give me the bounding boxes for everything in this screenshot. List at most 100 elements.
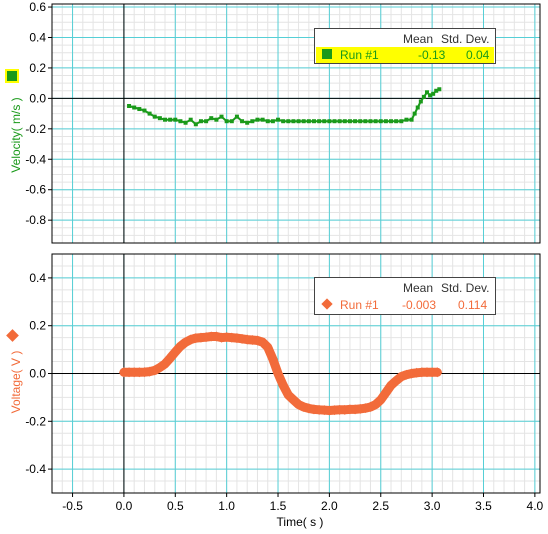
legend-row-run1[interactable]: Run #1 -0.003 0.114 <box>316 297 494 313</box>
legend-mean-header: Mean <box>403 281 434 295</box>
data-point <box>296 119 301 124</box>
y-tick-label: 0.2 <box>29 61 46 75</box>
y-tick-label: 0.0 <box>29 367 46 381</box>
data-point <box>383 119 388 124</box>
data-point <box>273 368 284 379</box>
data-point <box>291 119 296 124</box>
data-point <box>416 367 427 378</box>
data-point <box>276 117 281 122</box>
velocity-plot: 0.6 0.4 0.2 0.0 -0.2 -0.4 -0.6 -0.8 <box>25 0 541 244</box>
data-point <box>368 119 373 124</box>
data-point <box>234 114 239 119</box>
data-point <box>168 117 173 122</box>
data-point <box>198 119 203 124</box>
data-point <box>286 119 291 124</box>
data-point <box>337 119 342 124</box>
data-point <box>204 119 209 124</box>
data-point <box>421 367 432 378</box>
data-point <box>270 119 275 124</box>
data-point <box>129 367 140 378</box>
data-point <box>214 117 219 122</box>
y-tick-label: 0.6 <box>29 0 46 14</box>
y-tick-label: 0.4 <box>29 271 46 285</box>
y-tick-label: 0.2 <box>29 319 46 333</box>
data-point <box>380 387 391 398</box>
data-point <box>334 404 345 415</box>
data-point <box>344 404 355 415</box>
data-point <box>224 119 229 124</box>
velocity-axis-marker-icon[interactable] <box>5 69 19 83</box>
data-point <box>137 107 142 112</box>
data-point <box>240 119 245 124</box>
data-point <box>389 119 394 124</box>
data-point <box>124 367 135 378</box>
legend-series-stddev: 0.04 <box>466 48 490 62</box>
data-point <box>247 335 258 346</box>
data-point <box>229 119 234 124</box>
y-tick-label: -0.4 <box>25 152 46 166</box>
x-tick-label: 2.5 <box>372 499 389 513</box>
x-tick-label: 2.0 <box>321 499 338 513</box>
data-point <box>178 119 183 124</box>
data-point <box>378 119 383 124</box>
legend-mean-header: Mean <box>403 32 434 46</box>
y-tick-label: -0.6 <box>25 183 46 197</box>
data-point <box>375 394 386 405</box>
data-point <box>434 88 439 93</box>
legend-row-run1[interactable]: Run #1 -0.13 0.04 <box>316 47 494 63</box>
data-point <box>373 119 378 124</box>
data-point <box>278 380 289 391</box>
y-tick-label: -0.2 <box>25 122 46 136</box>
data-point <box>267 354 278 365</box>
data-point <box>404 117 409 122</box>
data-point <box>301 119 306 124</box>
data-point <box>209 116 214 121</box>
data-point <box>250 119 255 124</box>
y-tick-label: 0.4 <box>29 30 46 44</box>
data-point <box>399 119 404 124</box>
x-tick-label: 0.5 <box>167 499 184 513</box>
data-point <box>157 116 162 121</box>
data-point <box>206 331 217 342</box>
y-tick-label: -0.4 <box>25 462 46 476</box>
data-point <box>127 103 132 108</box>
data-point <box>347 119 352 124</box>
data-point <box>188 117 193 122</box>
velocity-y-axis-label[interactable]: Velocity( m/s ) <box>9 97 23 173</box>
data-point <box>147 111 152 116</box>
legend-series-name: Run #1 <box>340 48 379 62</box>
data-point <box>245 120 250 125</box>
data-point <box>432 367 443 378</box>
data-point <box>255 117 260 122</box>
legend-square-marker <box>322 49 332 59</box>
data-point <box>418 99 423 104</box>
data-point <box>142 108 147 113</box>
data-point <box>118 367 129 378</box>
data-point <box>424 90 429 95</box>
data-point <box>193 122 198 127</box>
y-tick-label: -0.8 <box>25 213 46 227</box>
y-tick-label: 0.0 <box>29 91 46 105</box>
time-x-axis-label[interactable]: Time( s ) <box>276 515 324 529</box>
legend-series-stddev: 0.114 <box>458 298 488 312</box>
legend-series-mean: -0.003 <box>402 298 437 312</box>
data-point <box>412 111 417 116</box>
data-point <box>431 91 436 96</box>
data-point <box>358 119 363 124</box>
x-tick-label: 4.0 <box>527 499 544 513</box>
data-point <box>394 119 399 124</box>
data-point <box>260 117 265 122</box>
data-point <box>437 87 442 92</box>
data-point <box>281 119 286 124</box>
data-point <box>165 353 176 364</box>
voltage-legend[interactable]: Mean Std. Dev. Run #1 -0.003 0.114 <box>314 277 496 315</box>
data-point <box>152 114 157 119</box>
x-tick-label: 3.5 <box>475 499 492 513</box>
legend-stddev-header: Std. Dev. <box>441 32 490 46</box>
data-point <box>311 119 316 124</box>
voltage-y-axis-label[interactable]: Voltage( V ) <box>9 350 23 414</box>
data-point <box>257 337 268 348</box>
velocity-legend[interactable]: Mean Std. Dev. Run #1 -0.13 0.04 <box>314 28 496 64</box>
legend-series-name: Run #1 <box>340 298 379 312</box>
voltage-series-run1 <box>118 331 443 416</box>
